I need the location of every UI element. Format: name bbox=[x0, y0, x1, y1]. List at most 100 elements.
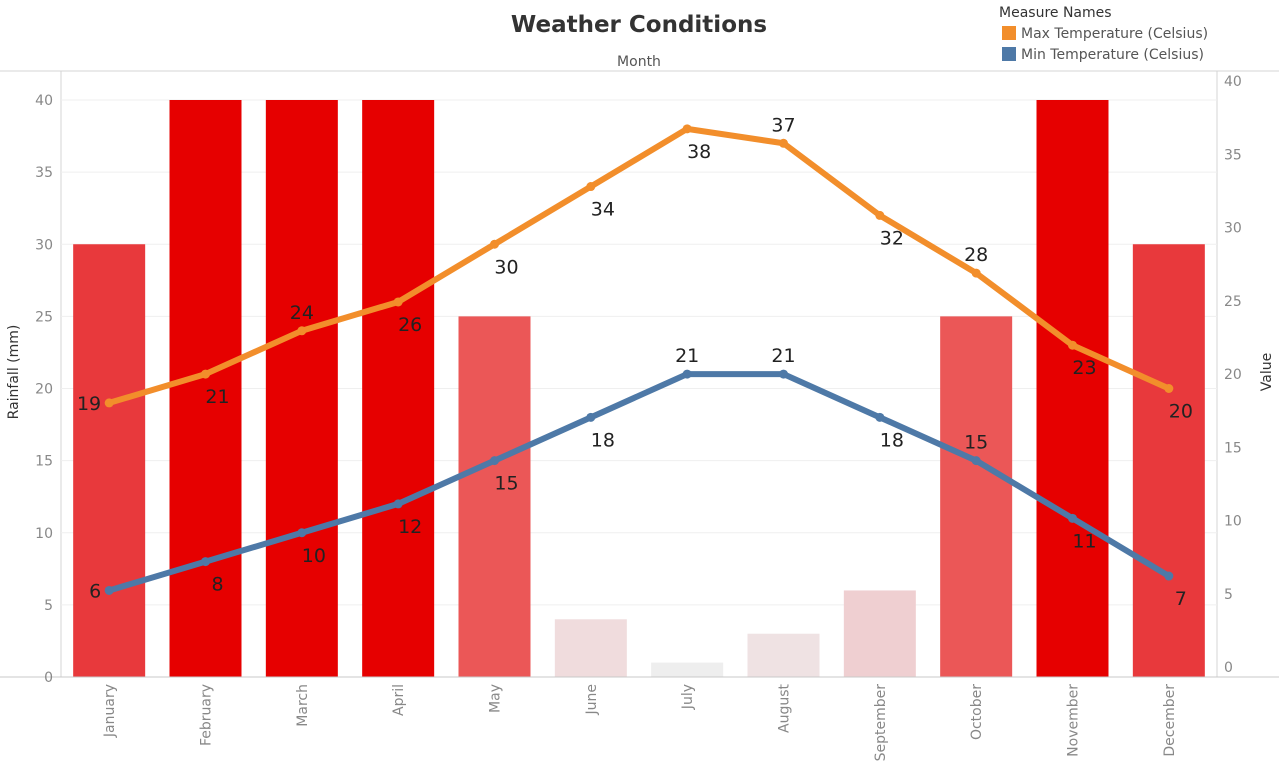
data-label: 10 bbox=[302, 545, 326, 567]
data-label: 21 bbox=[771, 345, 795, 367]
y-right-tick-label: 10 bbox=[1224, 514, 1242, 530]
bar-july[interactable] bbox=[651, 662, 724, 677]
y-right-tick-label: 25 bbox=[1224, 294, 1242, 310]
point-min-july[interactable] bbox=[682, 369, 692, 379]
point-min-june[interactable] bbox=[586, 412, 596, 422]
legend-label-min[interactable]: Min Temperature (Celsius) bbox=[1021, 47, 1204, 63]
x-category-label: August bbox=[777, 683, 793, 733]
legend-swatch-min bbox=[1002, 47, 1016, 61]
point-max-december[interactable] bbox=[1164, 384, 1174, 393]
point-max-january[interactable] bbox=[104, 398, 114, 408]
y-right-tick-label: 15 bbox=[1224, 440, 1242, 456]
bar-november[interactable] bbox=[1036, 100, 1109, 677]
point-max-november[interactable] bbox=[1068, 340, 1077, 350]
bar-december[interactable] bbox=[1132, 244, 1205, 677]
point-max-february[interactable] bbox=[201, 369, 210, 379]
point-max-august[interactable] bbox=[779, 138, 788, 148]
bar-april[interactable] bbox=[362, 100, 435, 677]
bar-june[interactable] bbox=[554, 619, 627, 677]
y-left-tick-label: 10 bbox=[35, 526, 53, 542]
point-min-may[interactable] bbox=[490, 456, 499, 466]
data-label: 37 bbox=[771, 114, 795, 136]
legend-title: Measure Names bbox=[999, 5, 1112, 21]
data-label: 32 bbox=[880, 227, 904, 249]
data-label: 7 bbox=[1175, 588, 1187, 610]
x-category-label: October bbox=[969, 684, 985, 740]
data-label: 21 bbox=[675, 345, 699, 367]
data-label: 19 bbox=[77, 393, 101, 415]
point-min-august[interactable] bbox=[779, 369, 788, 379]
point-max-september[interactable] bbox=[875, 210, 885, 220]
bar-august[interactable] bbox=[747, 633, 820, 677]
x-axis-categories: January February March April May June July Augu… bbox=[102, 683, 1178, 761]
data-label: 11 bbox=[1072, 530, 1096, 552]
point-min-december[interactable] bbox=[1164, 571, 1174, 581]
y-left-tick-label: 35 bbox=[35, 165, 53, 181]
point-min-april[interactable] bbox=[393, 499, 403, 509]
bar-march[interactable] bbox=[265, 100, 338, 677]
x-category-label: May bbox=[488, 684, 504, 713]
data-label: 15 bbox=[964, 432, 988, 454]
data-label: 34 bbox=[591, 199, 615, 221]
point-max-march[interactable] bbox=[297, 326, 307, 336]
y-left-tick-label: 25 bbox=[35, 309, 53, 325]
y-axis-right-title: Value bbox=[1259, 353, 1275, 391]
data-label: 28 bbox=[964, 244, 988, 266]
point-min-october[interactable] bbox=[971, 456, 981, 466]
bar-september[interactable] bbox=[843, 590, 916, 677]
x-category-label: January bbox=[102, 684, 118, 738]
column-header: Month bbox=[617, 54, 661, 70]
point-max-october[interactable] bbox=[971, 268, 981, 278]
point-min-march[interactable] bbox=[297, 528, 307, 538]
x-category-label: September bbox=[873, 684, 889, 762]
data-labels: 19 21 24 26 30 34 38 37 32 28 23 20 6 8 10 12 15 18 21 21 18… bbox=[77, 114, 1193, 610]
legend: Measure Names Max Temperature (Celsius) … bbox=[999, 5, 1208, 63]
y-right-tick-label: 30 bbox=[1224, 221, 1242, 237]
point-max-april[interactable] bbox=[393, 297, 403, 307]
y-right-tick-label: 0 bbox=[1224, 660, 1233, 676]
bar-january[interactable] bbox=[73, 244, 146, 677]
line-max-temperature bbox=[106, 125, 1172, 406]
point-max-june[interactable] bbox=[586, 182, 596, 192]
x-category-label: March bbox=[295, 684, 311, 727]
point-max-july[interactable] bbox=[682, 124, 692, 134]
data-label: 8 bbox=[211, 574, 223, 596]
data-label: 24 bbox=[290, 302, 314, 324]
x-category-label: December bbox=[1162, 684, 1178, 757]
data-label: 38 bbox=[687, 141, 711, 163]
y-right-tick-label: 5 bbox=[1224, 587, 1233, 603]
y-right-tick-label: 35 bbox=[1224, 147, 1242, 163]
data-label: 26 bbox=[398, 314, 422, 336]
point-min-february[interactable] bbox=[201, 557, 210, 567]
x-category-label: February bbox=[199, 684, 215, 746]
data-label: 12 bbox=[398, 516, 422, 538]
data-label: 20 bbox=[1169, 401, 1193, 423]
legend-label-max[interactable]: Max Temperature (Celsius) bbox=[1021, 26, 1208, 42]
point-min-january[interactable] bbox=[104, 585, 114, 595]
temperature-lines bbox=[104, 124, 1174, 595]
data-label: 30 bbox=[494, 256, 518, 278]
y-left-tick-label: 40 bbox=[35, 93, 53, 109]
data-label: 18 bbox=[880, 429, 904, 451]
bar-october[interactable] bbox=[940, 316, 1013, 677]
x-category-label: June bbox=[584, 684, 600, 716]
y-left-tick-label: 15 bbox=[35, 454, 53, 470]
y-left-tick-label: 20 bbox=[35, 382, 53, 398]
point-min-september[interactable] bbox=[875, 412, 885, 422]
y-left-tick-label: 5 bbox=[44, 598, 53, 614]
legend-swatch-max bbox=[1002, 26, 1016, 40]
point-min-november[interactable] bbox=[1068, 513, 1077, 523]
data-label: 15 bbox=[494, 473, 518, 495]
rainfall-bars bbox=[73, 100, 1205, 677]
point-max-may[interactable] bbox=[490, 239, 499, 249]
y-axis-left-title: Rainfall (mm) bbox=[6, 325, 22, 420]
data-label: 23 bbox=[1072, 357, 1096, 379]
data-label: 18 bbox=[591, 429, 615, 451]
y-right-tick-label: 20 bbox=[1224, 367, 1242, 383]
data-label: 6 bbox=[89, 580, 101, 602]
bar-may[interactable] bbox=[458, 316, 531, 677]
y-left-tick-label: 30 bbox=[35, 237, 53, 253]
x-category-label: November bbox=[1066, 684, 1082, 757]
bar-february[interactable] bbox=[169, 100, 242, 677]
